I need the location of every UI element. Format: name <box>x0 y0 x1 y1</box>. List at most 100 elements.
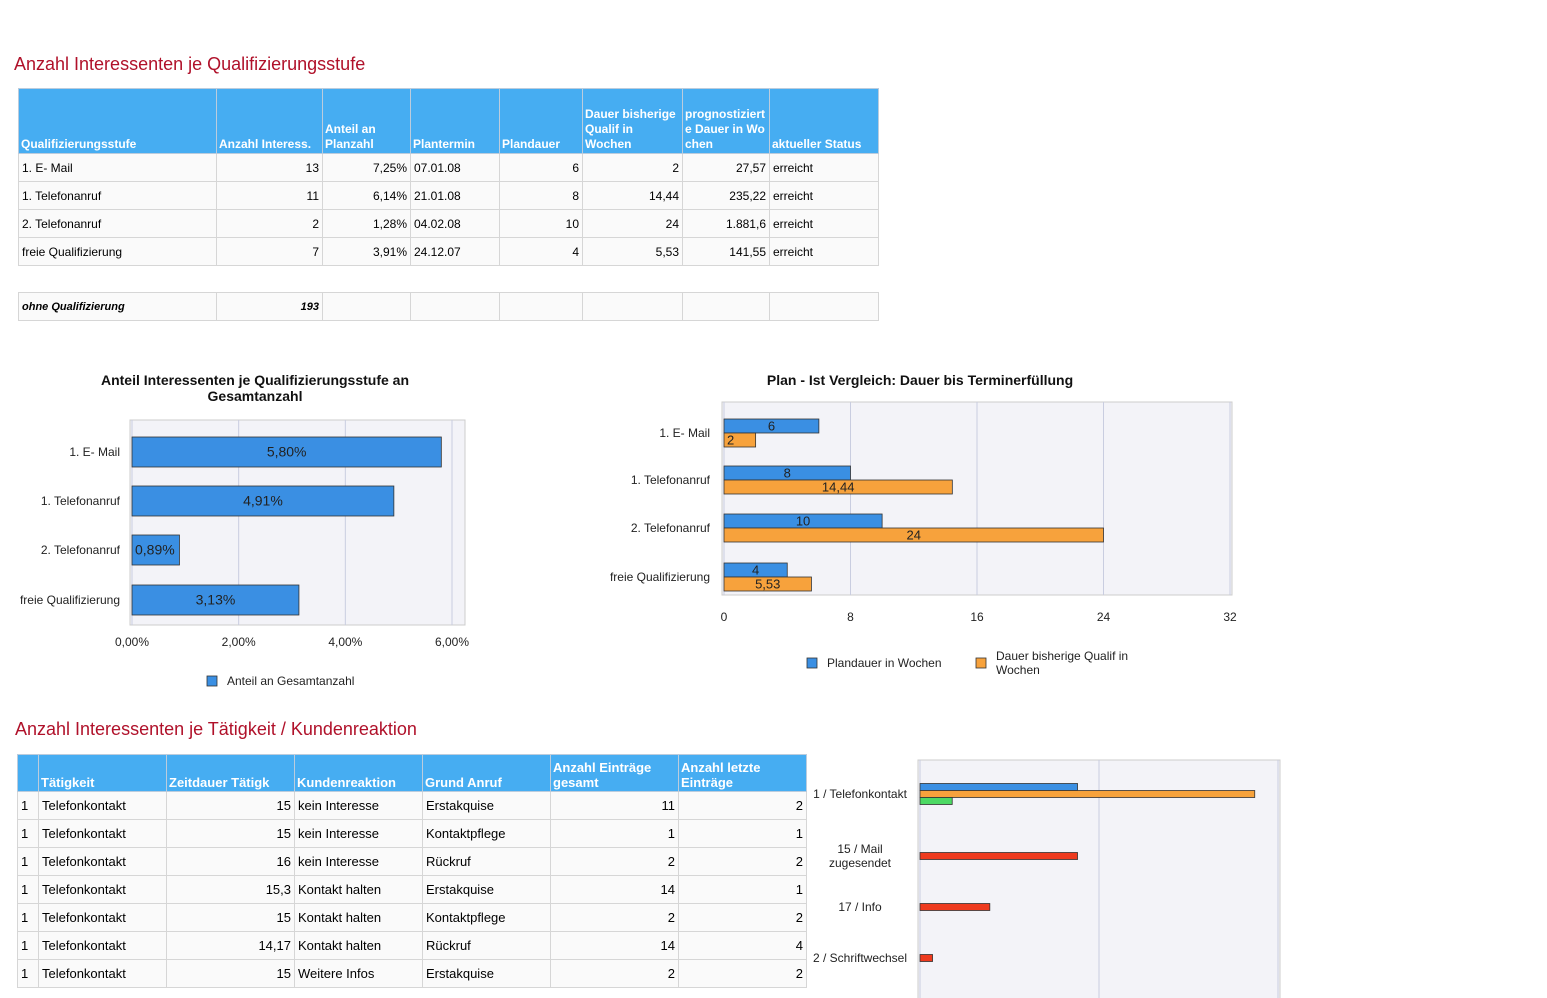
summary-cell <box>410 292 500 321</box>
x-tick-label: 0,00% <box>115 635 149 649</box>
bar <box>919 783 1078 791</box>
legend-swatch <box>206 675 218 687</box>
summary-cell: 193 <box>216 292 323 321</box>
summary-row: ohne Qualifizierung 193 <box>18 292 879 321</box>
legend-label: Anteil an Gesamtanzahl <box>227 674 355 688</box>
table-cell: Weitere Infos <box>294 959 423 988</box>
table-cell: 4 <box>499 237 583 266</box>
x-tick-label: 32 <box>1223 610 1237 624</box>
table-cell: 15 <box>166 819 295 848</box>
spacer-row <box>18 265 879 293</box>
summary-cell: ohne Qualifizierung <box>18 292 217 321</box>
x-tick-label: 8 <box>847 610 854 624</box>
bar <box>131 436 442 468</box>
table-row: 1 Telefonkontakt 15 Weitere Infos Erstakquis… <box>17 959 807 988</box>
header-cell: Anzahl Einträge gesamt <box>550 754 679 792</box>
table-cell: Telefonkontakt <box>38 819 167 848</box>
header-row: Tätigkeit Zeitdauer Tätigk Kundenreaktion G… <box>17 754 807 792</box>
table-cell: Kontaktpflege <box>422 903 551 932</box>
table-cell: 15 <box>166 791 295 820</box>
table-cell: Kontakt halten <box>294 875 423 904</box>
value-label: 0,89% <box>135 542 175 558</box>
table-row: 1 Telefonkontakt 15 kein Interesse Erstakqui… <box>17 791 807 820</box>
summary-cell <box>322 292 411 321</box>
x-tick-label: 2,00% <box>222 635 256 649</box>
table-cell: Erstakquise <box>422 875 551 904</box>
value-label: 14,44 <box>822 479 855 494</box>
bar <box>131 534 180 566</box>
x-tick-label: 16 <box>970 610 984 624</box>
y-tick-label: 1. E- Mail <box>69 445 120 459</box>
table-cell: 2 <box>550 903 679 932</box>
value-label: 4,91% <box>243 493 283 509</box>
table-cell: 07.01.08 <box>410 153 500 182</box>
table-cell: Rückruf <box>422 931 551 960</box>
header-cell: prognostizierte Dauer in Wochen <box>682 88 770 154</box>
bar <box>131 584 300 616</box>
table-cell: 24 <box>582 209 683 238</box>
y-tick-label: 2. Telefonanruf <box>630 521 710 535</box>
y-tick-label: 1. Telefonanruf <box>630 473 710 487</box>
bar <box>723 432 757 448</box>
y-tick-label: 1. E- Mail <box>659 426 710 440</box>
table-cell: 8 <box>499 181 583 210</box>
header-cell: Zeitdauer Tätigk <box>166 754 295 792</box>
x-tick-label: 24 <box>1097 610 1111 624</box>
bar <box>723 527 1104 543</box>
table-cell: 235,22 <box>682 181 770 210</box>
table-cell: 1 <box>678 875 807 904</box>
y-tick-label: 2. Telefonanruf <box>40 543 120 557</box>
bar <box>723 479 953 495</box>
table-cell: 1 <box>17 959 39 988</box>
summary-cell <box>582 292 683 321</box>
header-cell: Anzahl Interess. <box>216 88 323 154</box>
table-cell: 14,44 <box>582 181 683 210</box>
table-cell: erreicht <box>769 181 879 210</box>
table-cell: 2 <box>582 153 683 182</box>
table-cell: 15 <box>166 959 295 988</box>
y-tick-label: 17 / Info <box>838 900 882 914</box>
table-cell: 14,17 <box>166 931 295 960</box>
table-cell: 2 <box>678 959 807 988</box>
table-cell: 13 <box>216 153 323 182</box>
header-cell: Anzahl letzte Einträge <box>678 754 807 792</box>
value-label: 6 <box>768 418 775 433</box>
table-cell: 1 <box>17 903 39 932</box>
y-tick-label: freie Qualifizierung <box>19 593 120 607</box>
table-cell: 7 <box>216 237 323 266</box>
table-cell: 4 <box>678 931 807 960</box>
table-cell: 16 <box>166 847 295 876</box>
table-cell: Kontaktpflege <box>422 819 551 848</box>
header-cell: Plantermin <box>410 88 500 154</box>
table-cell: 2 <box>678 903 807 932</box>
table-cell: 1 <box>17 819 39 848</box>
table-cell: erreicht <box>769 209 879 238</box>
table-cell: 2 <box>678 847 807 876</box>
header-row: Qualifizierungsstufe Anzahl Interess. Ante… <box>18 88 879 154</box>
table-cell: Telefonkontakt <box>38 847 167 876</box>
bar <box>919 903 991 911</box>
bar <box>919 790 1256 798</box>
table-cell: 1 <box>17 875 39 904</box>
value-label: 2 <box>727 432 734 447</box>
chart-title: Plan - Ist Vergleich: Dauer bis Terminer… <box>766 372 1074 388</box>
y-tick-label: 1 / Telefonkontakt <box>813 787 907 801</box>
table-cell: 7,25% <box>322 153 411 182</box>
table-cell: 1. Telefonanruf <box>18 181 217 210</box>
summary-cell <box>682 292 770 321</box>
value-label: 10 <box>796 513 810 528</box>
bar <box>919 954 933 962</box>
y-tick-label: 15 / Mail zugesendet <box>828 842 892 870</box>
table-cell: Rückruf <box>422 847 551 876</box>
header-cell: Grund Anruf <box>422 754 551 792</box>
table-row: 1. E- Mail 13 7,25% 07.01.08 6 2 27,57 erreicht <box>18 153 879 182</box>
table-cell: 11 <box>216 181 323 210</box>
table-cell: 3,91% <box>322 237 411 266</box>
table-row: 1. Telefonanruf 11 6,14% 21.01.08 8 14,44 235,… <box>18 181 879 210</box>
bar <box>919 852 1078 860</box>
activity-table: Tätigkeit Zeitdauer Tätigk Kundenreaktion G… <box>17 754 807 988</box>
table-cell: freie Qualifizierung <box>18 237 217 266</box>
bar <box>723 576 812 592</box>
